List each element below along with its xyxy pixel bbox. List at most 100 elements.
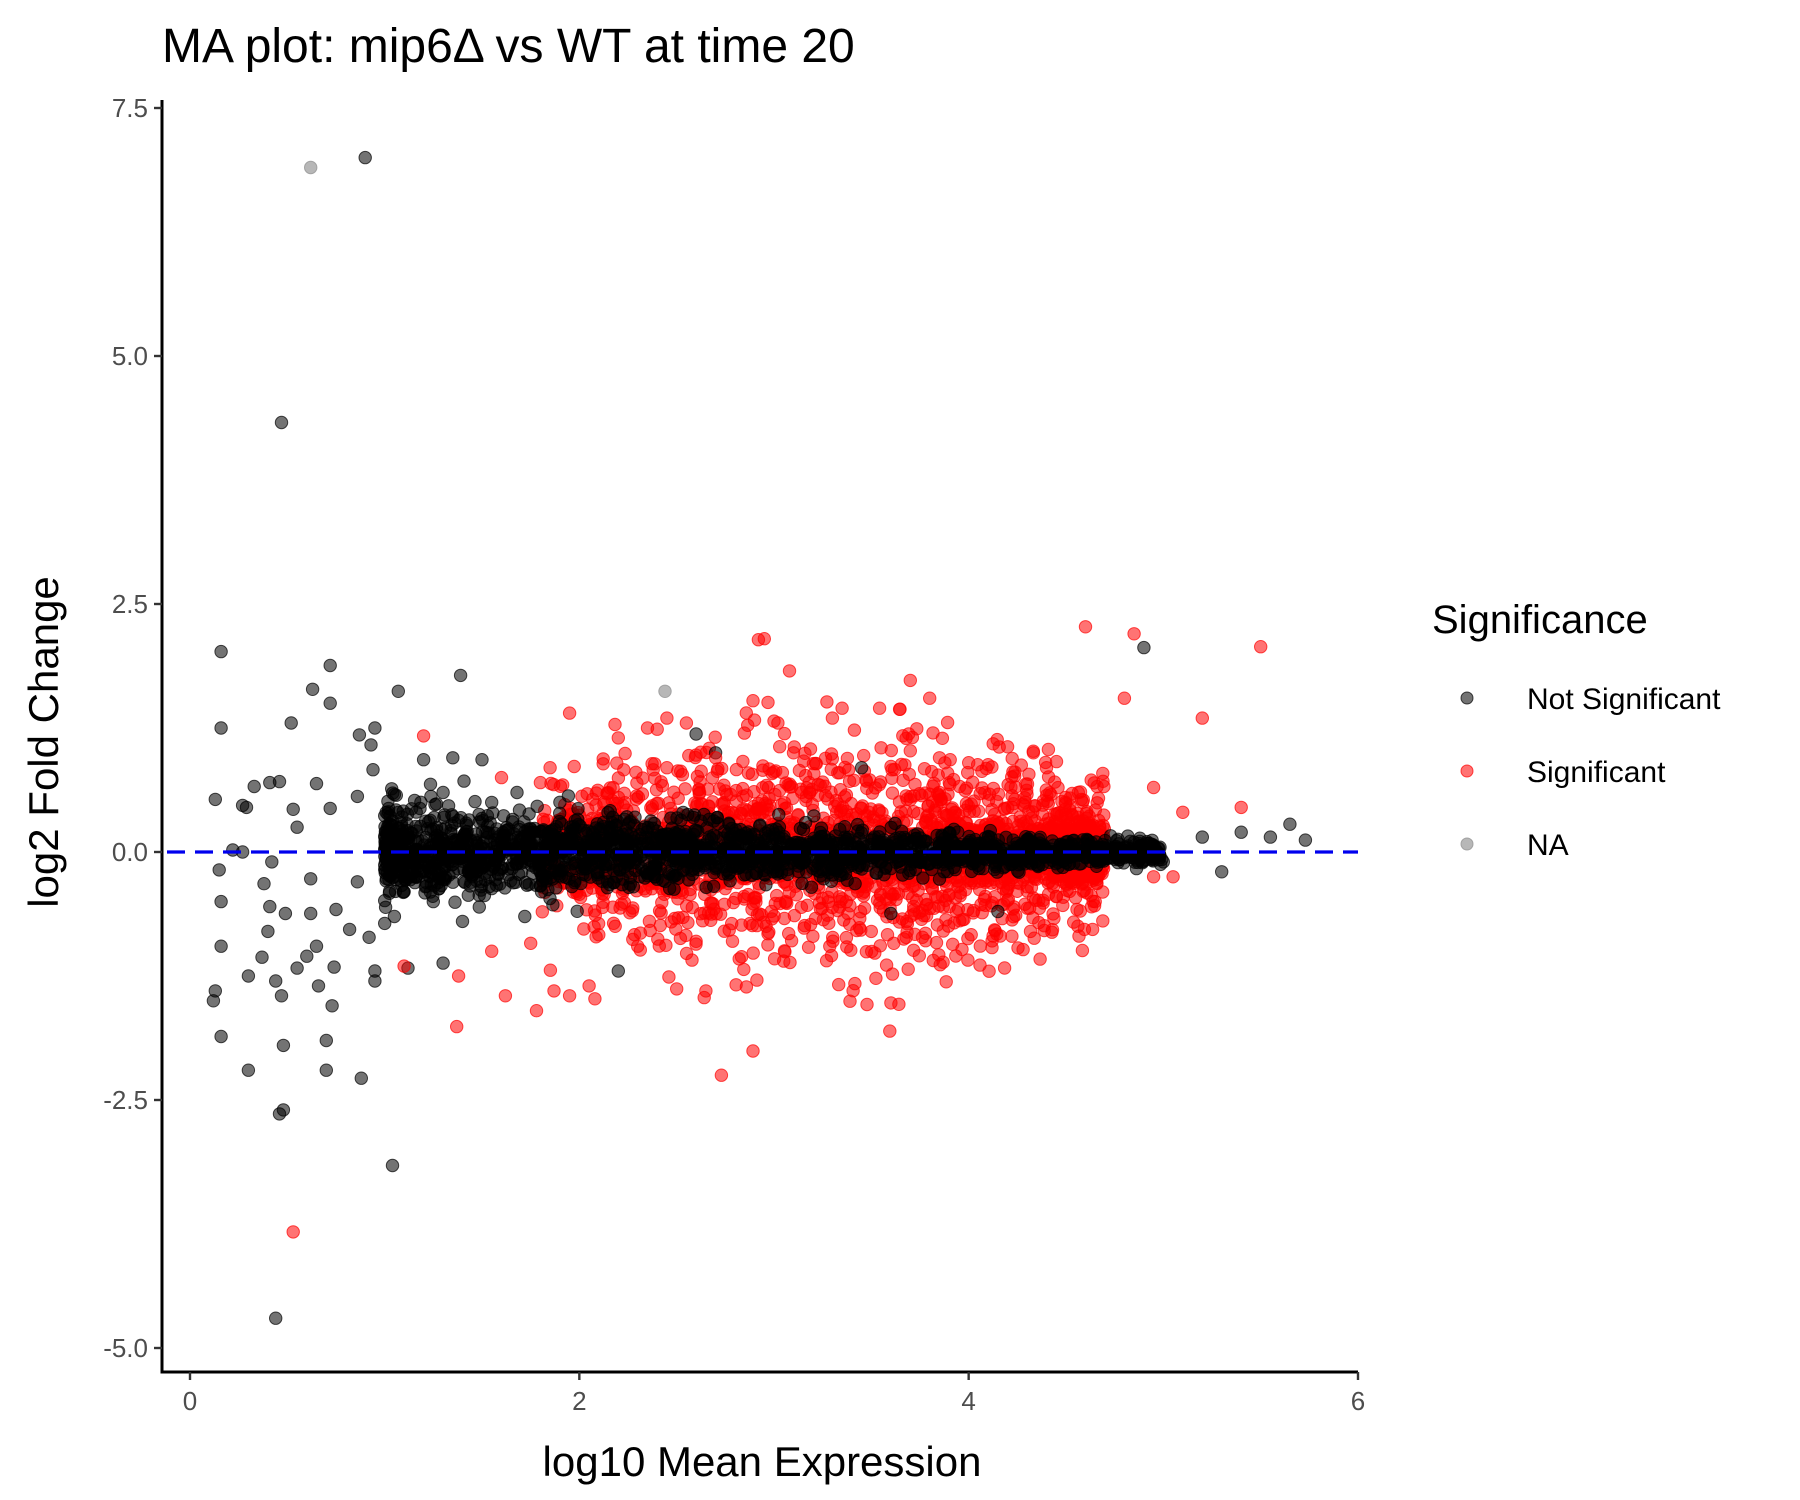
not-significant-point xyxy=(325,999,339,1013)
significant-point xyxy=(736,789,750,804)
not-significant-point xyxy=(265,855,279,869)
not-significant-point xyxy=(423,777,438,791)
not-significant-point xyxy=(914,854,928,868)
significant-point xyxy=(747,891,761,905)
significant-point xyxy=(832,766,847,780)
not-significant-point xyxy=(274,415,289,430)
significant-point xyxy=(946,937,960,951)
not-significant-point xyxy=(426,894,440,909)
not-significant-point xyxy=(991,904,1005,919)
significant-point xyxy=(959,781,974,795)
not-significant-point xyxy=(539,869,553,884)
not-significant-point xyxy=(368,721,382,735)
not-significant-point xyxy=(472,900,486,914)
significant-point xyxy=(646,763,660,777)
significant-point xyxy=(711,762,725,776)
significant-point xyxy=(547,984,561,998)
significant-point xyxy=(1062,884,1077,899)
significant-point xyxy=(879,958,894,972)
significant-point xyxy=(929,935,944,950)
not-significant-point xyxy=(272,774,287,789)
significant-point xyxy=(825,711,840,725)
not-significant-point xyxy=(603,804,617,818)
not-significant-point xyxy=(457,774,471,788)
not-significant-point xyxy=(387,787,402,802)
significant-point xyxy=(524,936,538,950)
significant-point xyxy=(779,776,793,790)
not-significant-point xyxy=(323,658,337,673)
significant-point xyxy=(617,895,632,910)
significant-point xyxy=(761,927,775,941)
significant-point xyxy=(755,781,770,795)
not-significant-point xyxy=(362,930,376,944)
significant-point xyxy=(820,695,834,709)
y-tick-label: 7.5 xyxy=(112,93,148,123)
not-significant-point xyxy=(1078,850,1093,864)
significant-point xyxy=(1075,943,1090,958)
not-significant-point xyxy=(378,855,393,869)
not-significant-point xyxy=(387,909,402,924)
not-significant-point xyxy=(274,989,289,1003)
significant-point xyxy=(485,944,499,958)
significant-point xyxy=(397,959,411,973)
significant-point xyxy=(938,792,952,806)
not-significant-point xyxy=(620,810,634,824)
significant-point xyxy=(988,924,1002,938)
not-significant-point xyxy=(753,819,767,833)
significant-point xyxy=(872,803,886,817)
not-significant-point xyxy=(342,922,357,937)
significant-point xyxy=(883,1024,897,1038)
not-significant-point xyxy=(413,801,427,816)
significant-point xyxy=(682,748,696,763)
significant-point xyxy=(940,808,954,822)
not-significant-point xyxy=(206,994,221,1008)
y-axis-title: log2 Fold Change xyxy=(20,576,67,908)
not-significant-point xyxy=(1127,835,1141,849)
not-significant-point xyxy=(235,798,250,813)
significant-point xyxy=(729,978,743,992)
significant-point xyxy=(833,805,848,819)
significant-point xyxy=(1001,801,1015,815)
significant-point xyxy=(543,963,558,977)
not-significant-point xyxy=(470,865,484,879)
not-significant-point xyxy=(446,875,460,889)
not-significant-point xyxy=(689,852,703,866)
significant-point xyxy=(725,934,740,948)
not-significant-point xyxy=(667,882,681,896)
not-significant-point xyxy=(261,924,275,939)
not-significant-point xyxy=(305,682,320,696)
significant-point xyxy=(1039,761,1054,775)
not-significant-point xyxy=(565,857,580,871)
not-significant-point xyxy=(683,830,697,845)
not-significant-point xyxy=(241,1063,256,1077)
significant-point xyxy=(885,786,900,800)
not-significant-point xyxy=(597,828,611,842)
y-tick-label: -5.0 xyxy=(103,1333,148,1363)
not-significant-point xyxy=(309,776,324,791)
significant-point xyxy=(974,897,988,912)
not-significant-point xyxy=(504,832,518,846)
y-tick-label: 2.5 xyxy=(112,589,148,619)
significant-point xyxy=(689,934,703,948)
significant-point xyxy=(660,711,674,725)
not-significant-point xyxy=(1283,817,1297,831)
not-significant-point xyxy=(1007,848,1022,862)
not-significant-point xyxy=(311,979,326,993)
significant-point xyxy=(847,723,862,737)
not-significant-point xyxy=(409,819,423,834)
not-significant-point xyxy=(255,950,269,964)
significant-point xyxy=(757,632,771,646)
significant-point xyxy=(923,691,937,705)
not-significant-point xyxy=(272,1107,287,1121)
significant-point xyxy=(662,970,676,984)
not-significant-point xyxy=(854,761,869,775)
not-significant-point xyxy=(385,1158,400,1173)
not-significant-point xyxy=(716,831,730,845)
not-significant-point xyxy=(214,721,228,735)
not-significant-point xyxy=(689,727,703,741)
significant-point xyxy=(1005,929,1019,943)
not-significant-point xyxy=(694,814,708,828)
significant-point xyxy=(629,765,643,779)
not-significant-point xyxy=(366,763,380,777)
not-significant-point xyxy=(676,805,690,820)
